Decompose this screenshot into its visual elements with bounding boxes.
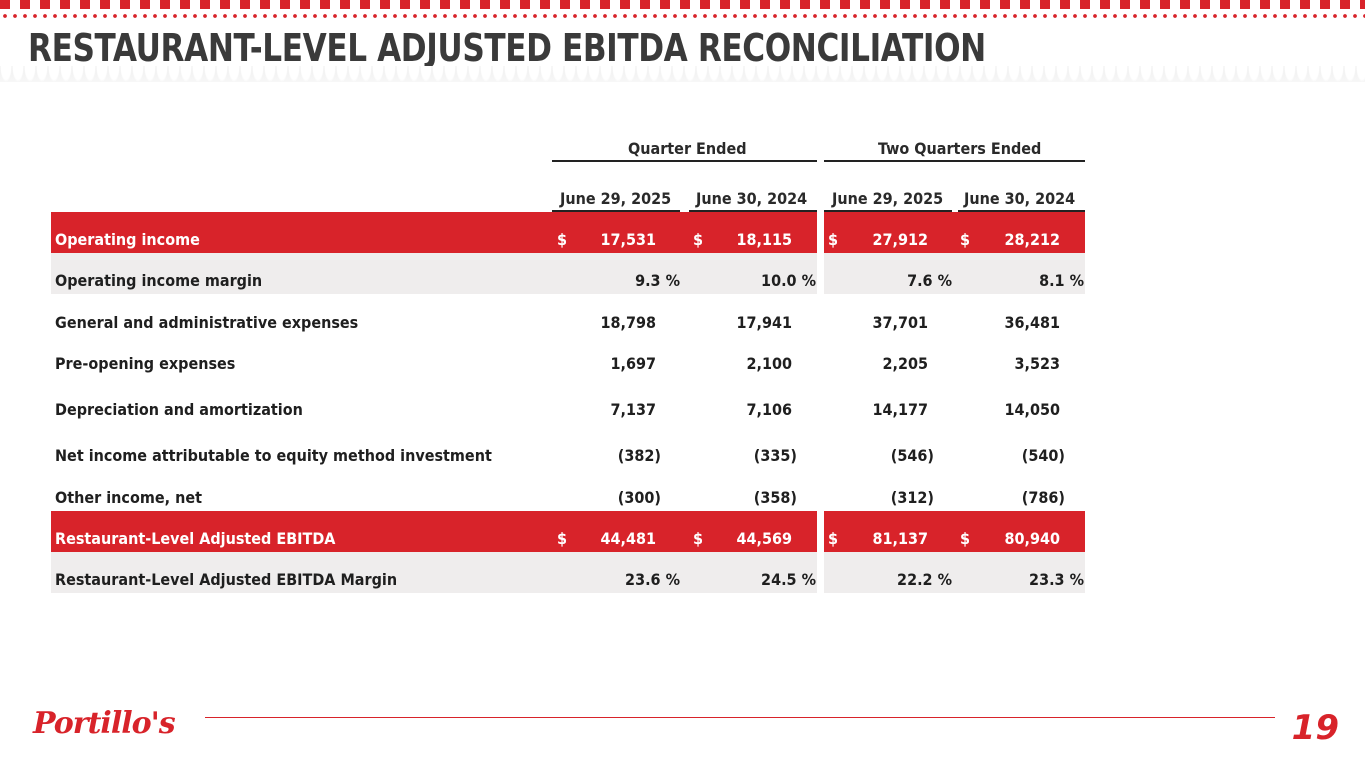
table-row-background xyxy=(51,212,1085,253)
top-pattern-border xyxy=(0,0,1365,22)
cell-value: 44,481 xyxy=(600,529,656,548)
cell-value: (786) xyxy=(1021,488,1065,507)
cell-value: 2,100 xyxy=(746,354,792,373)
row-label: Other income, net xyxy=(55,488,202,507)
cell-value: 17,941 xyxy=(736,313,792,332)
cell-value: (312) xyxy=(890,488,934,507)
cell-value: (335) xyxy=(753,446,797,465)
cell-value: 22.2 % xyxy=(897,570,952,589)
cell-value: 80,940 xyxy=(1004,529,1060,548)
row-label: Operating income margin xyxy=(55,271,263,290)
cell-value: 28,212 xyxy=(1004,230,1060,249)
table-row-background xyxy=(51,511,1085,552)
cell-value: (382) xyxy=(617,446,661,465)
cell-value: (540) xyxy=(1021,446,1065,465)
title-scalloped-edge xyxy=(0,66,1365,82)
table-row-background xyxy=(51,552,1085,593)
cell-value: 3,523 xyxy=(1014,354,1060,373)
currency-symbol: $ xyxy=(557,230,568,249)
row-label: Net income attributable to equity method… xyxy=(55,446,492,465)
cell-value: 44,569 xyxy=(736,529,792,548)
column-header-rule xyxy=(689,210,817,212)
cell-value: 27,912 xyxy=(872,230,928,249)
column-header-rule xyxy=(824,210,952,212)
page-number: 19 xyxy=(1291,708,1339,748)
cell-value: 36,481 xyxy=(1004,313,1060,332)
cell-value: 17,531 xyxy=(600,230,656,249)
currency-symbol: $ xyxy=(693,230,704,249)
cell-value: (300) xyxy=(617,488,661,507)
currency-symbol: $ xyxy=(828,529,839,548)
table-row-background xyxy=(51,253,1085,294)
currency-symbol: $ xyxy=(960,529,971,548)
row-label: Operating income xyxy=(55,230,200,249)
cell-value: 7,106 xyxy=(746,400,792,419)
column-header: June 30, 2024 xyxy=(696,189,808,208)
page-title: RESTAURANT-LEVEL ADJUSTED EBITDA RECONCI… xyxy=(28,26,986,70)
group-header-quarter: Quarter Ended xyxy=(628,139,747,158)
cell-value: 18,115 xyxy=(736,230,792,249)
cell-value: 23.6 % xyxy=(625,570,680,589)
cell-value: 37,701 xyxy=(872,313,928,332)
cell-value: 14,177 xyxy=(872,400,928,419)
group-header-quarter-rule xyxy=(552,160,817,162)
currency-symbol: $ xyxy=(828,230,839,249)
cell-value: (546) xyxy=(890,446,934,465)
title-band xyxy=(0,22,1365,74)
row-label: Depreciation and amortization xyxy=(55,400,303,419)
cell-value: 7,137 xyxy=(610,400,656,419)
currency-symbol: $ xyxy=(693,529,704,548)
group-header-two-quarters-rule xyxy=(824,160,1085,162)
portillos-logo: Portillo's xyxy=(33,706,176,741)
cell-value: (358) xyxy=(753,488,797,507)
cell-value: 24.5 % xyxy=(761,570,816,589)
row-label: Restaurant-Level Adjusted EBITDA Margin xyxy=(55,570,398,589)
cell-value: 81,137 xyxy=(872,529,928,548)
cell-value: 8.1 % xyxy=(1039,271,1084,290)
cell-value: 7.6 % xyxy=(907,271,952,290)
cell-value: 1,697 xyxy=(610,354,656,373)
cell-value: 2,205 xyxy=(882,354,928,373)
cell-value: 9.3 % xyxy=(635,271,680,290)
row-label: General and administrative expenses xyxy=(55,313,359,332)
cell-value: 18,798 xyxy=(600,313,656,332)
cell-value: 14,050 xyxy=(1004,400,1060,419)
cell-value: 23.3 % xyxy=(1029,570,1084,589)
column-header: June 29, 2025 xyxy=(832,189,944,208)
column-header: June 29, 2025 xyxy=(560,189,672,208)
cell-value: 10.0 % xyxy=(761,271,816,290)
column-header-rule xyxy=(552,210,680,212)
currency-symbol: $ xyxy=(960,230,971,249)
row-label: Pre-opening expenses xyxy=(55,354,236,373)
column-header-rule xyxy=(958,210,1085,212)
footer-divider xyxy=(205,717,1275,718)
group-header-two-quarters: Two Quarters Ended xyxy=(878,139,1042,158)
row-label: Restaurant-Level Adjusted EBITDA xyxy=(55,529,336,548)
column-header: June 30, 2024 xyxy=(964,189,1076,208)
currency-symbol: $ xyxy=(557,529,568,548)
